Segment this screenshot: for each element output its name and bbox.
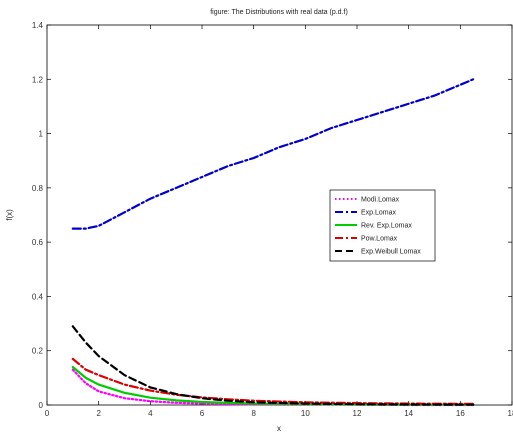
legend-label-1: Modi.Lomax [361,197,400,204]
chart-title: figure: The Distributions with real data… [210,9,348,16]
x-axis-label: x [277,424,281,432]
y-tick-label: 0.4 [32,292,44,301]
y-tick-label: 1.2 [32,75,44,84]
legend-label-5: Exp.Weibull Lomax [361,249,421,256]
x-tick-label: 16 [456,409,465,418]
x-tick-label: 0 [45,409,50,418]
legend-label-3: Rev. Exp.Lomax [361,223,412,230]
series-group [71,78,475,407]
y-tick-label: 0 [39,401,44,410]
x-tick-label: 6 [200,409,205,418]
x-tick-label: 18 [508,409,513,418]
y-tick-label: 1.4 [32,21,44,30]
y-axis-label: f(x) [5,209,14,221]
x-tick-label: 10 [301,409,310,418]
y-tick-label: 0.2 [32,347,44,356]
y-tick-label: 0.6 [32,238,44,247]
legend-label-2: Exp.Lomax [361,210,397,217]
x-tick-label: 8 [251,409,256,418]
x-tick-label: 14 [404,409,413,418]
legend-label-4: Pow.Lomax [361,236,398,243]
x-tick-label: 2 [96,409,101,418]
x-tick-label: 4 [148,409,153,418]
y-tick-label: 1 [39,130,44,139]
y-tick-label: 0.8 [32,184,44,193]
plot-area [46,24,513,406]
legend: Modi.Lomax Exp.Lomax Rev. Exp.Lomax Pow.Lom… [329,189,436,262]
series-line-5 [71,325,475,406]
x-tick-label: 12 [353,409,362,418]
series-line-2 [71,78,475,230]
